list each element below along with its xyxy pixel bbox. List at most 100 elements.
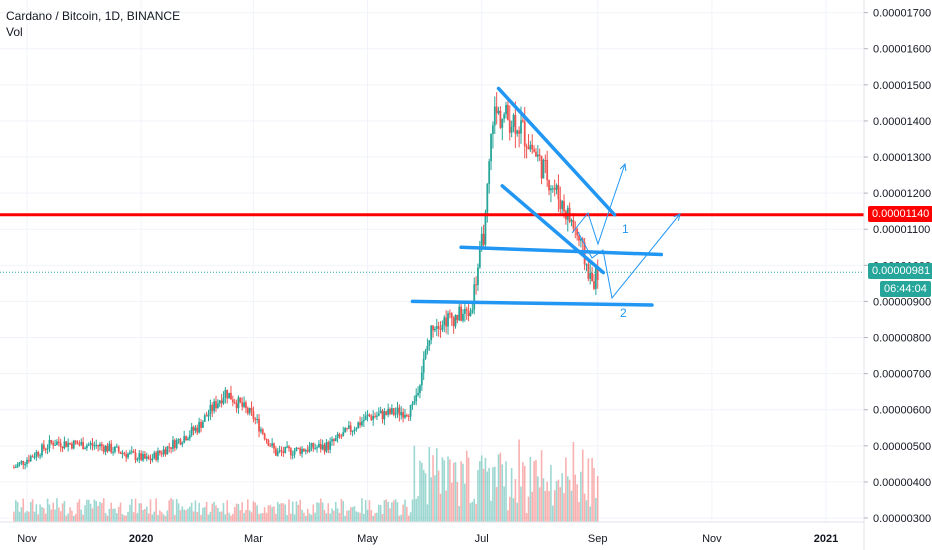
volume-bar (247, 499, 249, 522)
volume-bar (276, 501, 279, 522)
volume-bar (159, 510, 161, 522)
candle-body (374, 415, 376, 417)
candle-body (516, 130, 519, 134)
volume-bar (355, 511, 358, 522)
volume-bar (593, 467, 595, 522)
candle-body (310, 443, 313, 447)
candle-body (41, 444, 43, 456)
volume-bar (16, 501, 19, 522)
volume-bar (351, 507, 354, 522)
candle-body (523, 121, 526, 147)
volume-bar (578, 501, 580, 522)
candle-body (441, 325, 444, 330)
volume-bar (533, 461, 535, 522)
candle-body (349, 425, 352, 432)
candle-body (422, 358, 425, 373)
candle-body (576, 228, 579, 236)
volume-bar (462, 463, 464, 522)
candle-body (366, 414, 369, 416)
volume-bar (207, 514, 210, 522)
volume-bar (145, 506, 148, 522)
candle-body (39, 455, 41, 457)
price-tick-label: 0.00000700 (873, 369, 931, 381)
volume-bar (228, 512, 230, 522)
price-tick-label: 0.00000600 (873, 405, 931, 417)
volume-bar (192, 511, 195, 522)
volume-bar (74, 514, 77, 522)
volume-bar (394, 499, 397, 522)
candle-body (280, 450, 283, 452)
price-tick-label: 0.00000900 (873, 296, 931, 308)
volume-bar (363, 513, 365, 522)
volume-bar (265, 512, 268, 522)
candle-body (241, 402, 244, 407)
volume-bar (301, 509, 303, 522)
price-tick-label: 0.00001600 (873, 44, 931, 56)
candle-body (387, 408, 390, 415)
support-line-upper (459, 245, 664, 257)
candle-body (67, 442, 70, 447)
candle-body (563, 201, 565, 212)
candle-body (480, 233, 483, 247)
volume-bar (568, 479, 571, 522)
candle-body (44, 448, 47, 450)
candle-body (151, 458, 154, 461)
candle-body (594, 267, 597, 289)
price-tick-label: 0.00001400 (873, 116, 931, 128)
volume-bar (136, 513, 139, 522)
candle-body (463, 308, 466, 314)
volume-bar (13, 511, 15, 522)
candle-body (447, 313, 449, 327)
volume-bar (559, 487, 562, 522)
volume-bar (280, 503, 283, 522)
volume-bar (464, 483, 466, 522)
volume-bar (61, 503, 64, 522)
volume-bar (565, 457, 567, 522)
candle-body (13, 467, 15, 469)
volume-bar (581, 449, 584, 522)
volume-bar (316, 502, 318, 522)
candle-body (376, 415, 378, 417)
annotation-label-1: 1 (622, 222, 629, 236)
price-tick-label: 0.00001300 (873, 152, 931, 164)
volume-bar (140, 503, 142, 522)
volume-bar (417, 496, 419, 522)
volume-bar (415, 498, 418, 522)
volume-bar (392, 500, 395, 522)
volume-bar (20, 507, 23, 522)
candle-body (432, 325, 434, 331)
candle-body (226, 389, 229, 399)
volume-bar (101, 503, 103, 522)
candle-body (462, 313, 464, 321)
candle-body (162, 449, 165, 455)
channel-upper-line (496, 86, 617, 217)
candle-body (218, 400, 221, 404)
candle-body (220, 400, 223, 404)
volume-bar (273, 506, 275, 522)
candle-body (434, 328, 436, 331)
candle-body (27, 459, 30, 462)
candle-body (424, 350, 427, 359)
volume-bar (426, 504, 429, 522)
time-axis[interactable]: Nov 2020 Mar May Jul Sep Nov 2021 (0, 521, 864, 545)
volume-bar (473, 498, 476, 522)
volume-bar (213, 501, 215, 522)
volume-bar (24, 512, 26, 522)
volume-bar (550, 464, 552, 522)
volume-bar (293, 514, 296, 522)
volume-bar (157, 515, 159, 522)
volume-bar (589, 506, 592, 522)
candle-body (63, 441, 66, 449)
volume-bar (117, 506, 120, 522)
candle-body (239, 397, 242, 403)
volume-bar (190, 502, 193, 522)
volume-bar (366, 509, 369, 522)
volume-bar (561, 473, 563, 522)
volume-bar (538, 487, 541, 522)
candle-body (512, 114, 515, 127)
volume-bar (127, 511, 129, 522)
projection-arrow-1 (571, 163, 626, 246)
volume-bar (91, 508, 94, 522)
volume-bar (106, 515, 109, 522)
